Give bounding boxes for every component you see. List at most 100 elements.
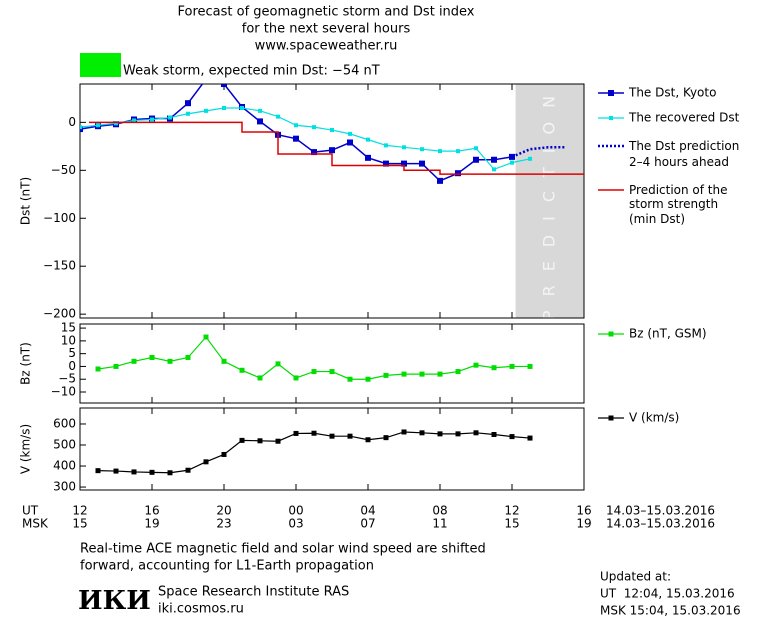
data-point (294, 123, 298, 128)
site: iki.cosmos.ru (158, 602, 244, 617)
data-point (293, 135, 299, 142)
data-point (401, 160, 407, 167)
plot-frame (79, 83, 585, 319)
data-point (293, 375, 299, 381)
x-tick-label: 12 (72, 504, 87, 518)
data-point (437, 431, 443, 437)
data-point (149, 354, 155, 360)
data-point (239, 437, 245, 443)
data-point (293, 430, 299, 436)
data-point (437, 371, 443, 377)
y-axis-label: V (km/s) (19, 424, 33, 474)
y-tick-label: 0 (68, 359, 76, 373)
data-point (185, 467, 191, 473)
data-point (510, 160, 514, 165)
series-line (80, 84, 513, 182)
plot-frame (79, 407, 585, 491)
x-tick-label: 16 (576, 504, 591, 518)
data-point (312, 125, 316, 130)
y-tick-label: 400 (53, 459, 76, 473)
data-point (222, 105, 226, 110)
x-tick-label: 12 (504, 504, 519, 518)
data-point (401, 371, 407, 377)
data-point (257, 118, 263, 125)
data-point (221, 84, 227, 87)
x2-tick-label: 15 (72, 517, 87, 531)
data-point (420, 147, 424, 152)
data-point (384, 143, 388, 148)
data-point (257, 375, 263, 381)
y-tick-label: 5 (68, 346, 76, 360)
region-label: PREDICTION (539, 82, 558, 320)
msk-row-label: MSK (22, 517, 49, 531)
data-point (95, 366, 101, 372)
data-point (275, 361, 281, 367)
data-point (455, 431, 461, 437)
legend-marker (608, 415, 614, 421)
x-tick-label: 16 (144, 504, 159, 518)
y-tick-label: 500 (53, 438, 76, 452)
legend-marker (608, 90, 614, 96)
series-line (511, 146, 566, 159)
note-line: Real-time ACE magnetic field and solar w… (80, 542, 486, 557)
updated-line: MSK 15:04, 15.03.2016 (600, 604, 741, 618)
x2-tick-label: 07 (360, 517, 375, 531)
data-point (96, 123, 100, 128)
plot-frame (79, 323, 585, 404)
data-point (275, 438, 281, 444)
ut-row-label: UT (22, 504, 39, 518)
data-point (329, 147, 335, 154)
data-point (132, 118, 136, 123)
data-point (113, 363, 119, 369)
data-point (383, 435, 389, 441)
data-point (383, 372, 389, 378)
y-axis-label: Bz (nT) (19, 342, 33, 385)
updated-line: UT 12:04, 15.03.2016 (600, 587, 735, 601)
data-point (527, 363, 533, 369)
data-point (455, 369, 461, 375)
title-line: Forecast of geomagnetic storm and Dst in… (177, 5, 474, 20)
data-point (167, 358, 173, 364)
title-line: for the next several hours (242, 22, 411, 37)
data-point (366, 137, 370, 142)
x-tick-label: 04 (360, 504, 375, 518)
x-tick-label: 20 (216, 504, 231, 518)
msk-range: 14.03–15.03.2016 (606, 517, 715, 531)
data-point (509, 363, 515, 369)
data-point (473, 156, 479, 163)
x-tick-label: 08 (432, 504, 447, 518)
data-point (204, 108, 208, 113)
data-point (455, 170, 461, 177)
y-tick-label: −5 (58, 372, 76, 386)
series-group (95, 334, 533, 382)
data-point (492, 167, 496, 172)
data-point (491, 365, 497, 371)
x2-tick-label: 15 (504, 517, 519, 531)
x2-tick-label: 19 (144, 517, 159, 531)
data-point (437, 177, 443, 184)
data-point (221, 451, 227, 457)
logo: ИКИ (78, 586, 151, 616)
data-point (95, 468, 101, 474)
data-point (114, 121, 118, 126)
data-point (149, 469, 155, 475)
data-point (186, 111, 190, 116)
y-tick-label: 15 (61, 321, 76, 335)
data-point (347, 376, 353, 382)
data-point (150, 117, 154, 122)
series-line (80, 107, 531, 171)
data-point (311, 430, 317, 436)
data-point (185, 100, 191, 107)
series-line (89, 121, 584, 175)
data-point (240, 105, 244, 110)
data-point (203, 459, 209, 465)
legend-label: V (km/s) (629, 411, 679, 425)
legend-label: Bz (nT, GSM) (629, 327, 707, 341)
data-point (347, 139, 353, 146)
data-point (257, 438, 263, 444)
y-tick-label: 10 (61, 333, 76, 347)
y-tick-label: −50 (51, 163, 76, 177)
data-point (258, 108, 262, 113)
data-point (329, 433, 335, 439)
